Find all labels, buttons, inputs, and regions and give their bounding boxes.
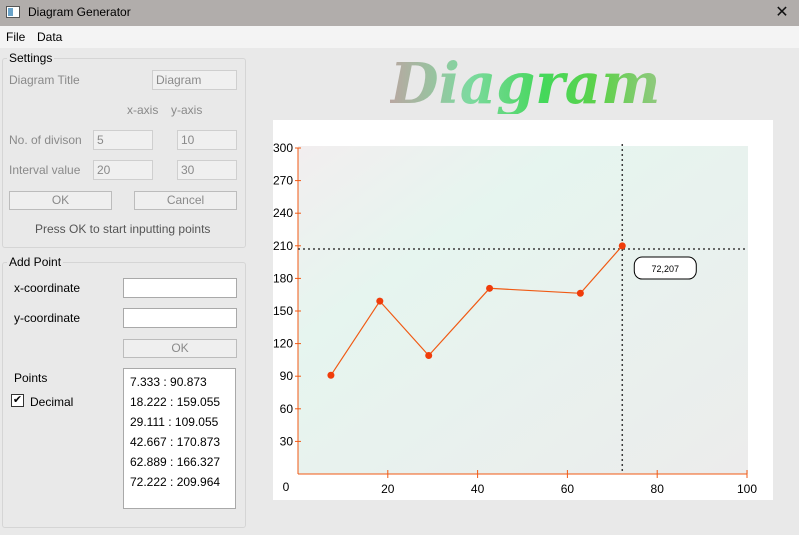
- plot-area: [298, 146, 748, 474]
- x-tick-label: 60: [561, 482, 575, 496]
- x-tick-label: 20: [381, 482, 395, 496]
- points-list[interactable]: 7.333 : 90.873 18.222 : 159.055 29.111 :…: [123, 368, 236, 509]
- data-point: [576, 289, 584, 297]
- y-tick-label: 210: [273, 239, 293, 253]
- data-point: [376, 297, 384, 305]
- decimal-checkbox[interactable]: ✔: [11, 394, 24, 407]
- crosshair-tooltip: [633, 256, 697, 280]
- y-coordinate-input[interactable]: [123, 308, 237, 328]
- interval-label: Interval value: [9, 163, 81, 177]
- settings-ok-button[interactable]: OK: [9, 191, 112, 210]
- divisions-label: No. of divison: [9, 133, 82, 147]
- divisions-x-field[interactable]: 5: [93, 130, 153, 150]
- add-point-group: Add Point: [2, 255, 246, 528]
- diagram-title-field[interactable]: Diagram: [152, 70, 237, 90]
- menu-bar: File Data: [0, 26, 799, 48]
- settings-hint: Press OK to start inputting points: [35, 222, 211, 236]
- data-point: [618, 242, 626, 250]
- menu-data[interactable]: Data: [37, 30, 63, 44]
- add-point-group-title: Add Point: [7, 255, 64, 269]
- y-tick-label: 240: [273, 206, 293, 220]
- y-coordinate-label: y-coordinate: [14, 311, 81, 325]
- settings-cancel-button[interactable]: Cancel: [134, 191, 237, 210]
- y-tick-label: 300: [273, 141, 293, 155]
- app-icon: [6, 6, 20, 18]
- y-axis-header: y-axis: [171, 103, 203, 117]
- title-bar: Diagram Generator ✕: [0, 0, 799, 26]
- list-item[interactable]: 72.222 : 209.964: [130, 475, 221, 489]
- list-item[interactable]: 18.222 : 159.055: [130, 395, 221, 409]
- diagram-title-label: Diagram Title: [9, 73, 80, 87]
- data-point: [425, 351, 433, 359]
- window-title: Diagram Generator: [28, 5, 131, 19]
- decimal-label: Decimal: [30, 395, 74, 409]
- y-tick-label: 30: [280, 434, 294, 448]
- y-tick-label: 270: [273, 174, 293, 188]
- menu-file[interactable]: File: [6, 30, 26, 44]
- interval-y-field[interactable]: 30: [177, 160, 237, 180]
- list-item[interactable]: 62.889 : 166.327: [130, 455, 221, 469]
- data-point: [486, 284, 494, 292]
- x-axis-header: x-axis: [127, 103, 159, 117]
- y-tick-label: 150: [273, 304, 293, 318]
- crosshair-tooltip-label: 72,207: [652, 264, 680, 274]
- y-tick-label: 60: [280, 402, 294, 416]
- list-item[interactable]: 7.333 : 90.873: [130, 375, 207, 389]
- settings-group: Settings: [2, 51, 246, 248]
- list-item[interactable]: 29.111 : 109.055: [130, 415, 219, 429]
- x-tick-label: 40: [471, 482, 485, 496]
- points-label: Points: [14, 371, 48, 385]
- y-tick-label: 120: [273, 337, 293, 351]
- x-coordinate-label: x-coordinate: [14, 281, 81, 295]
- x-tick-label: 80: [651, 482, 665, 496]
- y-tick-label: 90: [280, 369, 294, 383]
- add-point-ok-button[interactable]: OK: [123, 339, 237, 358]
- list-item[interactable]: 42.667 : 170.873: [130, 435, 221, 449]
- series-line: [330, 245, 623, 376]
- close-button[interactable]: ✕: [775, 4, 789, 21]
- y-tick-label: 180: [273, 271, 293, 285]
- origin-label: 0: [283, 480, 290, 494]
- chart-panel: 20 40 60 80 100 30 60 90 120 150 180 210 240 270 300 0 …: [273, 120, 773, 500]
- line-chart: 20 40 60 80 1003060901201501802102402703000 …: [273, 141, 757, 496]
- interval-x-field[interactable]: 20: [93, 160, 153, 180]
- x-tick-label: 100: [737, 482, 757, 496]
- diagram-banner-title: Diagram: [390, 54, 670, 114]
- x-coordinate-input[interactable]: [123, 278, 237, 298]
- divisions-y-field[interactable]: 10: [177, 130, 237, 150]
- data-point: [327, 371, 335, 379]
- settings-group-title: Settings: [7, 51, 55, 65]
